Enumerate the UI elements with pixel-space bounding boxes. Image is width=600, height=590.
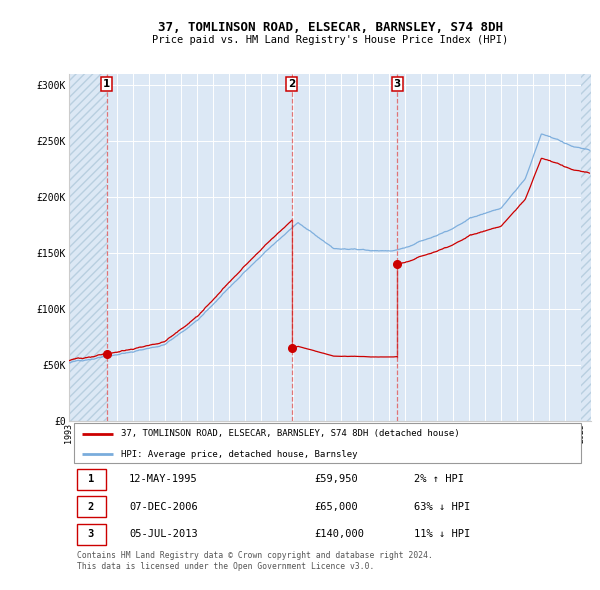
Text: 37, TOMLINSON ROAD, ELSECAR, BARNSLEY, S74 8DH: 37, TOMLINSON ROAD, ELSECAR, BARNSLEY, S…: [157, 21, 503, 34]
Text: Contains HM Land Registry data © Crown copyright and database right 2024.
This d: Contains HM Land Registry data © Crown c…: [77, 552, 433, 571]
Text: 2: 2: [88, 502, 94, 512]
Text: 2: 2: [288, 79, 296, 89]
Text: 1: 1: [88, 474, 94, 484]
Text: 1: 1: [103, 79, 110, 89]
FancyBboxPatch shape: [77, 468, 106, 490]
Text: 11% ↓ HPI: 11% ↓ HPI: [413, 529, 470, 539]
Text: 07-DEC-2006: 07-DEC-2006: [129, 502, 198, 512]
FancyBboxPatch shape: [77, 496, 106, 517]
Text: £65,000: £65,000: [314, 502, 358, 512]
FancyBboxPatch shape: [77, 524, 106, 545]
Text: Price paid vs. HM Land Registry's House Price Index (HPI): Price paid vs. HM Land Registry's House …: [152, 35, 508, 45]
Bar: [581, 74, 591, 421]
Text: 2% ↑ HPI: 2% ↑ HPI: [413, 474, 464, 484]
Text: HPI: Average price, detached house, Barnsley: HPI: Average price, detached house, Barn…: [121, 450, 358, 459]
Bar: [69, 74, 107, 421]
Text: 63% ↓ HPI: 63% ↓ HPI: [413, 502, 470, 512]
Text: £140,000: £140,000: [314, 529, 364, 539]
Text: 3: 3: [88, 529, 94, 539]
Text: 3: 3: [394, 79, 401, 89]
Text: 37, TOMLINSON ROAD, ELSECAR, BARNSLEY, S74 8DH (detached house): 37, TOMLINSON ROAD, ELSECAR, BARNSLEY, S…: [121, 429, 460, 438]
FancyBboxPatch shape: [74, 424, 581, 463]
Text: £59,950: £59,950: [314, 474, 358, 484]
Text: 12-MAY-1995: 12-MAY-1995: [129, 474, 198, 484]
Text: 05-JUL-2013: 05-JUL-2013: [129, 529, 198, 539]
